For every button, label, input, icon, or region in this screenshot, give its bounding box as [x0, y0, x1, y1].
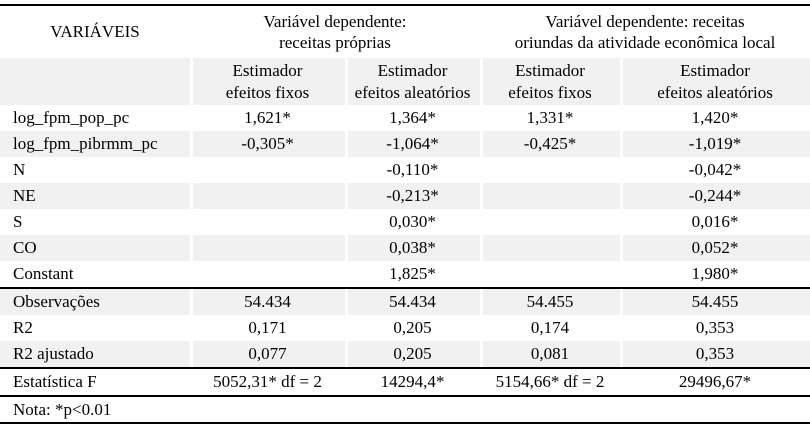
note-row: Nota: *p<0.01 — [0, 395, 810, 424]
value-cell: -0,244* — [620, 183, 810, 209]
row-label: N — [13, 160, 26, 180]
table-row-r2: R2 0,171 0,205 0,174 0,353 — [0, 315, 810, 341]
dep-var-header-line2: oriundas da atividade econômica local — [514, 33, 776, 52]
value-cell: 0,171 — [248, 318, 287, 338]
value-cell: 0,077 — [190, 341, 345, 368]
empty-header-cell — [0, 58, 190, 105]
value-cell: 1,420* — [691, 108, 739, 128]
value-cell: -0,042* — [688, 160, 742, 180]
table-row-log-fpm-pibrmm-pc: log_fpm_pibrmm_pc -0,305* -1,064* -0,425… — [0, 131, 810, 157]
value-cell — [480, 157, 620, 183]
value-cell: 54.455 — [620, 287, 810, 315]
table-row-observacoes: Observações 54.434 54.434 54.455 54.455 — [0, 287, 810, 315]
value-cell: 1,331* — [526, 108, 574, 128]
value-cell — [190, 209, 345, 235]
value-cell: -0,213* — [345, 183, 481, 209]
table-row-estatistica-f: Estatística F 5052,31* df = 2 14294,4* 5… — [0, 367, 810, 396]
value-cell — [190, 157, 345, 183]
value-cell: 0,205 — [345, 341, 481, 368]
value-cell: 1,980* — [691, 264, 739, 284]
value-cell: 1,825* — [389, 264, 436, 284]
value-cell: 0,030* — [389, 212, 436, 232]
table-row-ne: NE -0,213* -0,244* — [0, 183, 810, 209]
value-cell: 14294,4* — [345, 367, 481, 396]
value-cell: -0,305* — [190, 131, 345, 157]
table-row-co: CO 0,038* 0,052* — [0, 235, 810, 261]
value-cell: -1,064* — [345, 131, 481, 157]
row-label: Constant — [13, 264, 74, 284]
value-cell — [480, 183, 621, 209]
row-label: log_fpm_pop_pc — [13, 108, 130, 128]
table-row-constant: Constant 1,825* 1,980* — [0, 261, 810, 288]
row-label: log_fpm_pibrmm_pc — [0, 131, 190, 157]
value-cell: 5154,66* df = 2 — [480, 367, 621, 396]
estimator-header-random-1: Estimador efeitos aleatórios — [345, 58, 481, 105]
value-cell — [190, 183, 345, 209]
regression-results-table: VARIÁVEIS Variável dependente: receitas … — [0, 4, 810, 424]
table-row-r2-ajustado: R2 ajustado 0,077 0,205 0,081 0,353 — [0, 341, 810, 368]
value-cell: -0,110* — [386, 160, 439, 180]
value-cell: 54.434 — [345, 287, 481, 315]
value-cell — [480, 261, 620, 288]
estimator-header-fixed-2: Estimador efeitos fixos — [480, 58, 621, 105]
estimator-label: Estimador — [232, 61, 303, 81]
value-cell: 1,364* — [389, 108, 436, 128]
dep-var-header-local-economy-revenues: Variável dependente: receitas oriundas d… — [480, 5, 810, 58]
dep-var-header-own-revenues: Variável dependente: receitas próprias — [190, 5, 480, 58]
table-row-n: N -0,110* -0,042* — [0, 157, 810, 183]
estimator-header-fixed-1: Estimador efeitos fixos — [190, 58, 345, 105]
estimator-label: efeitos fixos — [508, 82, 592, 102]
estimator-label: efeitos aleatórios — [354, 82, 471, 102]
value-cell: 29496,67* — [620, 367, 810, 396]
value-cell: -1,019* — [620, 131, 810, 157]
row-label: CO — [0, 235, 190, 261]
value-cell: 0,016* — [691, 212, 739, 232]
table-row-log-fpm-pop-pc: log_fpm_pop_pc 1,621* 1,364* 1,331* 1,42… — [0, 105, 810, 131]
table-row-s: S 0,030* 0,016* — [0, 209, 810, 235]
estimator-header-random-2: Estimador efeitos aleatórios — [620, 58, 810, 105]
estimator-header-row: Estimador efeitos fixos Estimador efeito… — [0, 58, 810, 105]
value-cell: 54.434 — [190, 287, 345, 315]
variables-header: VARIÁVEIS — [50, 22, 140, 42]
dep-var-header-line2: receitas próprias — [279, 33, 391, 52]
value-cell: 1,621* — [244, 108, 291, 128]
estimator-label: Estimador — [515, 61, 585, 81]
value-cell: 0,081 — [480, 341, 621, 368]
dep-var-header-line1: Variável dependente: — [263, 11, 407, 31]
value-cell: 0,038* — [345, 235, 481, 261]
dep-var-header-line1: Variável dependente: receitas — [545, 11, 745, 31]
row-label: NE — [0, 183, 190, 209]
value-cell: 0,205 — [393, 318, 432, 338]
row-label: R2 ajustado — [0, 341, 190, 368]
estimator-label: efeitos aleatórios — [657, 82, 773, 102]
value-cell — [480, 209, 620, 235]
value-cell: -0,425* — [480, 131, 621, 157]
estimator-label: Estimador — [680, 61, 750, 81]
estimator-label: efeitos fixos — [225, 82, 310, 102]
value-cell: 0,353 — [695, 318, 735, 338]
group-header-row: VARIÁVEIS Variável dependente: receitas … — [0, 5, 810, 58]
row-label: S — [13, 212, 23, 232]
value-cell — [190, 261, 345, 288]
estimator-label: Estimador — [377, 61, 448, 81]
significance-note: Nota: *p<0.01 — [0, 395, 810, 424]
regression-table-container: VARIÁVEIS Variável dependente: receitas … — [0, 4, 810, 424]
value-cell — [480, 235, 621, 261]
value-cell — [190, 235, 345, 261]
value-cell: 5052,31* df = 2 — [190, 367, 345, 396]
value-cell: 0,174 — [530, 318, 570, 338]
row-label: Estatística F — [0, 367, 190, 396]
row-label: R2 — [13, 318, 33, 338]
row-label: Observações — [0, 287, 190, 315]
value-cell: 0,052* — [620, 235, 810, 261]
value-cell: 54.455 — [480, 287, 621, 315]
value-cell: 0,353 — [620, 341, 810, 368]
